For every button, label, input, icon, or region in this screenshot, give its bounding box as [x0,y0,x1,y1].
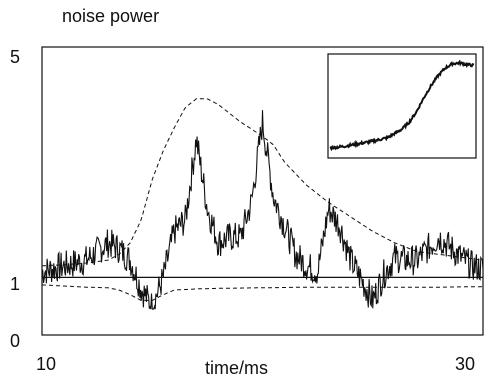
series-noise-trace [41,110,484,310]
plot-frame [41,46,484,336]
series-lower-dashed [41,284,483,301]
x-tick-label-10: 10 [36,354,56,374]
inset-frame [327,53,477,159]
x-tick-label-30: 30 [455,354,475,374]
inset-curve [329,59,475,152]
y-tick-label-0: 0 [10,331,20,351]
y-tick-label-1: 1 [10,274,20,294]
x-axis-label: time/ms [205,358,268,378]
y-tick-label-5: 5 [10,47,20,67]
series-upper-dashed [41,98,484,267]
chart-title: noise power [62,6,159,26]
